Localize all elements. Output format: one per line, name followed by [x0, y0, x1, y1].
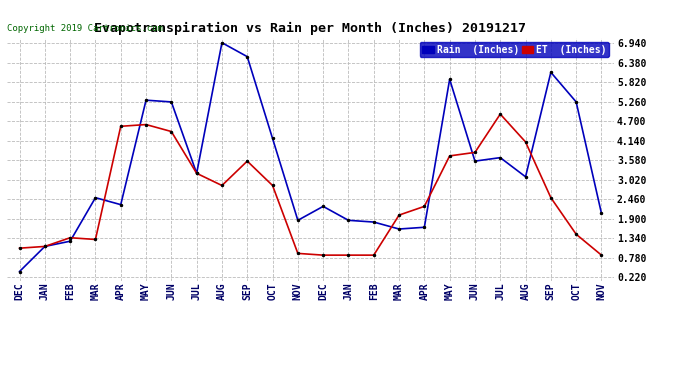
- Legend: Rain  (Inches), ET  (Inches): Rain (Inches), ET (Inches): [420, 42, 609, 57]
- Title: Evapotranspiration vs Rain per Month (Inches) 20191217: Evapotranspiration vs Rain per Month (In…: [95, 22, 526, 35]
- Text: Copyright 2019 Cartronics.com: Copyright 2019 Cartronics.com: [7, 24, 163, 33]
